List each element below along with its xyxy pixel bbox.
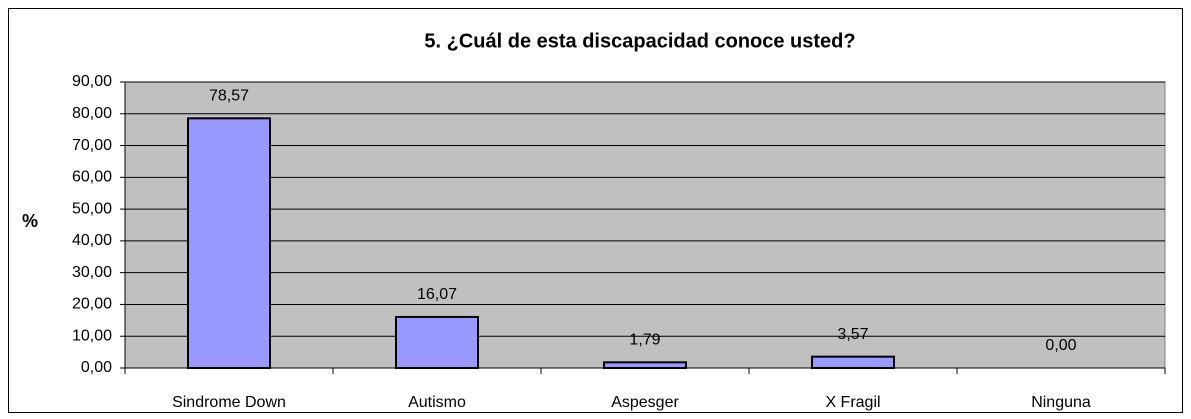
data-label: 3,57 bbox=[837, 326, 868, 343]
chart-title: 5. ¿Cuál de esta discapacidad conoce ust… bbox=[424, 30, 855, 52]
y-tick-label: 40,00 bbox=[72, 232, 112, 249]
y-tick-label: 60,00 bbox=[72, 169, 112, 186]
data-label: 0,00 bbox=[1045, 337, 1076, 354]
x-tick-label: X Fragil bbox=[825, 394, 880, 411]
x-tick-label: Aspesger bbox=[611, 394, 679, 411]
x-tick-label: Sindrome Down bbox=[172, 394, 286, 411]
y-tick-label: 10,00 bbox=[72, 327, 112, 344]
data-label: 1,79 bbox=[629, 332, 660, 349]
x-tick-label: Autismo bbox=[408, 394, 466, 411]
data-label: 78,57 bbox=[209, 88, 249, 105]
y-tick-label: 20,00 bbox=[72, 296, 112, 313]
y-tick-label: 30,00 bbox=[72, 264, 112, 281]
x-tick-label: Ninguna bbox=[1031, 394, 1091, 411]
bar bbox=[187, 117, 271, 369]
bar bbox=[603, 361, 687, 369]
bar bbox=[395, 315, 479, 369]
bar bbox=[811, 355, 895, 370]
y-tick-label: 90,00 bbox=[72, 73, 112, 90]
y-tick-label: 0,00 bbox=[81, 359, 112, 376]
y-axis-label: % bbox=[22, 211, 38, 231]
y-tick-label: 70,00 bbox=[72, 137, 112, 154]
y-tick-label: 80,00 bbox=[72, 105, 112, 122]
data-label: 16,07 bbox=[417, 286, 457, 303]
plot-area bbox=[124, 81, 1166, 369]
y-tick-label: 50,00 bbox=[72, 200, 112, 217]
